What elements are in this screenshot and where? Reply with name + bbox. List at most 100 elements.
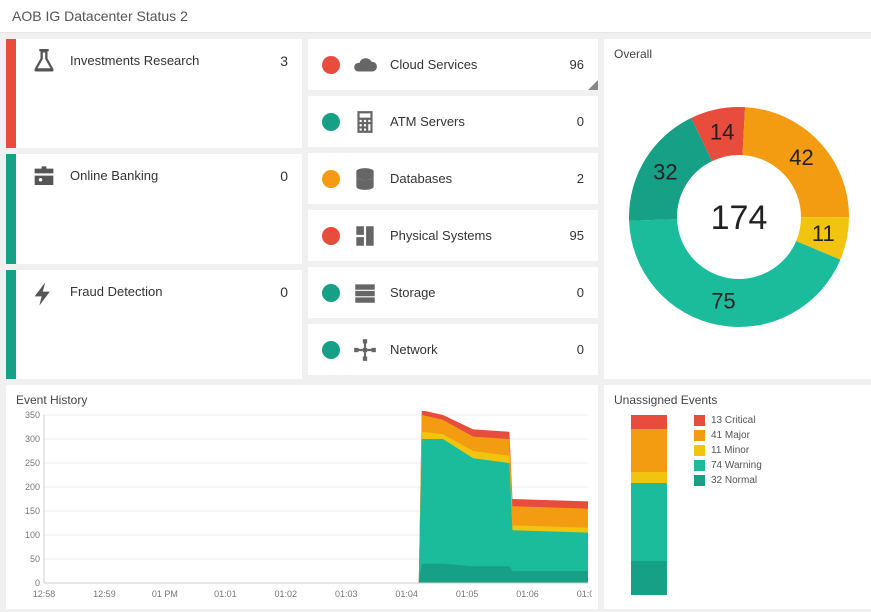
status-bar — [6, 39, 16, 148]
legend-swatch — [694, 445, 705, 456]
briefcase-icon — [30, 164, 58, 192]
storage-icon — [352, 280, 378, 306]
unassigned-title: Unassigned Events — [614, 393, 864, 407]
stack-segment[interactable] — [631, 561, 667, 595]
dashboard-grid: Investments Research 3 Online Banking 0 … — [0, 33, 871, 611]
service-card-server[interactable]: Physical Systems 95 — [308, 210, 598, 261]
legend-swatch — [694, 415, 705, 426]
unassigned-legend: 13 Critical 41 Major 11 Minor 74 Warning 32 … — [694, 411, 864, 595]
legend-row[interactable]: 11 Minor — [694, 445, 864, 456]
status-dot — [322, 56, 340, 74]
status-bar — [6, 270, 16, 379]
y-axis-label: 0 — [35, 578, 40, 588]
service-card-network[interactable]: Network 0 — [308, 324, 598, 375]
x-axis-label: 01:03 — [335, 589, 358, 599]
x-axis-label: 12:59 — [93, 589, 116, 599]
x-axis-label: 01:01 — [214, 589, 237, 599]
database-icon — [352, 166, 378, 192]
overall-title: Overall — [614, 47, 864, 61]
status-dot — [322, 284, 340, 302]
network-icon — [352, 337, 378, 363]
service-count: 0 — [577, 114, 584, 129]
business-label: Investments Research — [70, 49, 268, 68]
service-card-database[interactable]: Databases 2 — [308, 153, 598, 204]
service-card-calculator[interactable]: ATM Servers 0 — [308, 96, 598, 147]
donut-total: 174 — [711, 199, 768, 237]
legend-swatch — [694, 460, 705, 471]
corner-indicator-icon — [588, 80, 598, 90]
service-count: 95 — [570, 228, 584, 243]
donut-label: 32 — [653, 160, 677, 185]
service-label: Databases — [390, 171, 565, 186]
status-dot — [322, 341, 340, 359]
business-label: Online Banking — [70, 164, 268, 183]
service-count: 0 — [577, 285, 584, 300]
y-axis-label: 50 — [30, 554, 40, 564]
x-axis-label: 01:06 — [516, 589, 539, 599]
service-card-storage[interactable]: Storage 0 — [308, 267, 598, 318]
donut-label: 75 — [711, 289, 735, 314]
business-card-flask[interactable]: Investments Research 3 — [6, 39, 302, 148]
stack-segment[interactable] — [631, 472, 667, 484]
flask-icon — [30, 49, 58, 77]
x-axis-label: 01:02 — [275, 589, 298, 599]
unassigned-panel: Unassigned Events 13 Critical 41 Major 11 … — [604, 385, 871, 609]
stack-segment[interactable] — [631, 483, 667, 561]
legend-label: 11 Minor — [711, 445, 749, 456]
server-icon — [352, 223, 378, 249]
stack-segment[interactable] — [631, 415, 667, 429]
y-axis-label: 250 — [25, 458, 40, 468]
x-axis-label: 01:04 — [395, 589, 418, 599]
service-card-cloud[interactable]: Cloud Services 96 — [308, 39, 598, 90]
service-count: 2 — [577, 171, 584, 186]
legend-label: 41 Major — [711, 430, 750, 441]
legend-swatch — [694, 475, 705, 486]
donut-container: 1442117532174 — [614, 65, 864, 369]
status-bar — [6, 154, 16, 263]
x-axis-label: 01:05 — [456, 589, 479, 599]
y-axis-label: 300 — [25, 434, 40, 444]
service-label: Network — [390, 342, 565, 357]
y-axis-label: 200 — [25, 482, 40, 492]
bolt-icon — [30, 280, 58, 308]
service-label: Storage — [390, 285, 565, 300]
legend-row[interactable]: 74 Warning — [694, 460, 864, 471]
service-count: 0 — [577, 342, 584, 357]
event-history-title: Event History — [16, 393, 588, 407]
page-title: AOB IG Datacenter Status 2 — [12, 8, 188, 24]
overall-donut-chart: 1442117532174 — [614, 92, 864, 342]
legend-label: 74 Warning — [711, 460, 762, 471]
cloud-icon — [352, 52, 378, 78]
y-axis-label: 350 — [25, 411, 40, 420]
donut-label: 42 — [789, 145, 813, 170]
legend-row[interactable]: 32 Normal — [694, 475, 864, 486]
business-card-bolt[interactable]: Fraud Detection 0 — [6, 270, 302, 379]
business-card-briefcase[interactable]: Online Banking 0 — [6, 154, 302, 263]
page-header: AOB IG Datacenter Status 2 — [0, 0, 871, 33]
event-history-chart: 0 50 100 150 200 250 300 350 12:58 12:59 01 PM 01:0… — [16, 411, 592, 601]
business-count: 0 — [280, 280, 288, 300]
status-dot — [322, 170, 340, 188]
x-axis-label: 12:58 — [33, 589, 56, 599]
status-dot — [322, 113, 340, 131]
legend-label: 13 Critical — [711, 415, 755, 426]
donut-label: 11 — [812, 221, 835, 246]
status-dot — [322, 227, 340, 245]
x-axis-label: 01:07 — [577, 589, 592, 599]
overall-panel: Overall 1442117532174 — [604, 39, 871, 379]
business-label: Fraud Detection — [70, 280, 268, 299]
service-label: Physical Systems — [390, 228, 558, 243]
y-axis-label: 150 — [25, 506, 40, 516]
legend-row[interactable]: 13 Critical — [694, 415, 864, 426]
service-label: Cloud Services — [390, 57, 558, 72]
x-axis-label: 01 PM — [152, 589, 178, 599]
unassigned-bar-container — [614, 411, 684, 595]
service-count: 96 — [570, 57, 584, 72]
business-count: 3 — [280, 49, 288, 69]
y-axis-label: 100 — [25, 530, 40, 540]
unassigned-stacked-bar — [631, 415, 667, 595]
legend-row[interactable]: 41 Major — [694, 430, 864, 441]
services-column: Cloud Services 96 ATM Servers 0 Database… — [308, 39, 598, 379]
stack-segment[interactable] — [631, 429, 667, 472]
business-count: 0 — [280, 164, 288, 184]
